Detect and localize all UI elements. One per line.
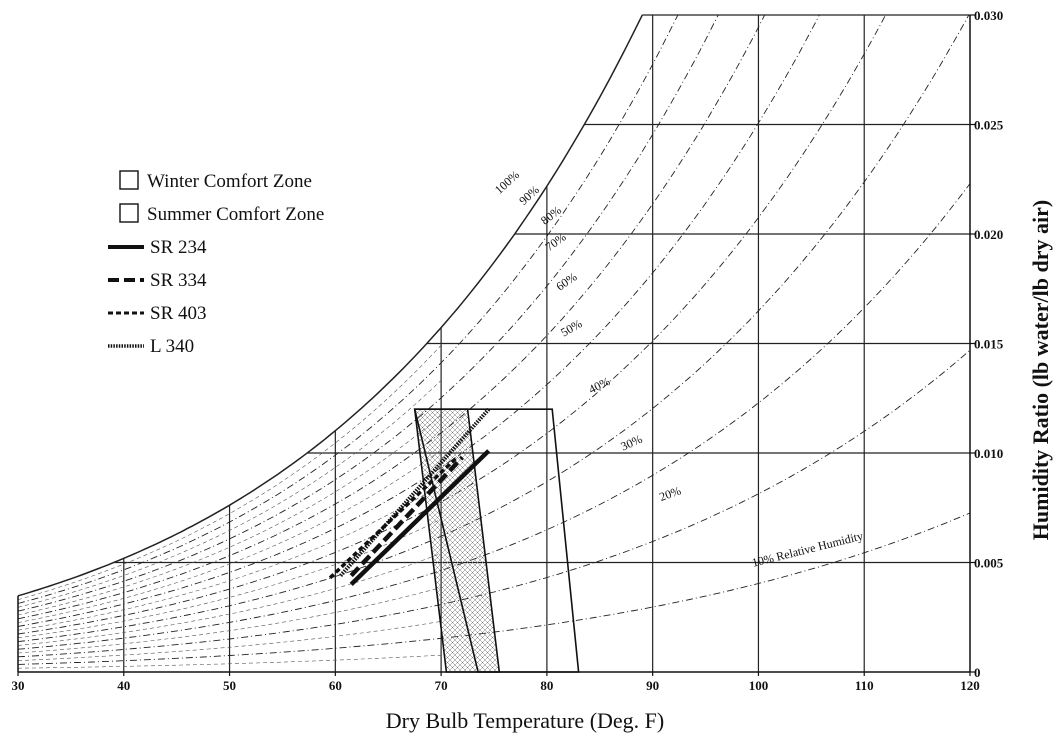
rh-label-20: 20%	[657, 483, 682, 504]
rh-label-10: 10% Relative Humidity	[750, 529, 864, 570]
rh-label-100: 100%	[492, 168, 522, 197]
rh-curve-100	[17, 14, 643, 597]
x-tick-label: 100	[749, 678, 769, 693]
data-series	[328, 407, 491, 587]
legend: Winter Comfort Zone Summer Comfort Zone SR…	[108, 170, 324, 357]
series-line-sr-403	[328, 456, 459, 580]
x-tick-label: 40	[117, 678, 130, 693]
y-tick-label: 0.005	[974, 556, 1004, 571]
series-line-sr-334	[349, 455, 464, 578]
y-tick-label: 0.025	[974, 118, 1004, 133]
rh-minor-curve	[18, 380, 442, 608]
rh-minor-curve	[18, 654, 442, 669]
rh-curve-60	[17, 14, 820, 627]
rh-minor-curve	[18, 587, 442, 654]
comfort-zones	[413, 408, 580, 673]
rh-curve-40	[17, 14, 970, 643]
rh-curve-90	[17, 14, 679, 604]
legend-label-series: SR 234	[150, 237, 207, 258]
winter-comfort-zone	[413, 408, 501, 673]
rh-label-80: 80%	[538, 203, 564, 228]
rh-label-50: 50%	[558, 316, 584, 339]
y-axis-title: Humidity Ratio (lb water/lb dry air)	[1028, 200, 1053, 540]
rh-minor-curve	[18, 518, 442, 639]
rh-label-30: 30%	[619, 432, 645, 454]
x-tick-label: 60	[329, 678, 342, 693]
rh-label-40: 40%	[586, 374, 612, 396]
x-axis-title: Dry Bulb Temperature (Deg. F)	[386, 708, 664, 733]
rh-minor-curve	[18, 484, 442, 631]
x-tick-label: 80	[540, 678, 553, 693]
rh-minor-curve	[18, 344, 442, 600]
rh-minor-curve	[18, 415, 442, 616]
legend-label-zone: Winter Comfort Zone	[147, 171, 312, 192]
x-tick-label: 50	[223, 678, 236, 693]
rh-minor-curve	[18, 553, 442, 646]
series-line-sr-234	[349, 449, 491, 587]
legend-swatch-zone	[119, 170, 139, 190]
rh-minor-curve	[18, 621, 442, 661]
y-tick-label: 0	[974, 665, 981, 680]
series-line-l-340	[339, 407, 491, 577]
rh-curve-80	[17, 14, 719, 612]
rh-curve-20	[17, 349, 971, 658]
legend-swatch-zone	[119, 203, 139, 223]
y-tick-label: 0.015	[974, 337, 1004, 352]
rh-curve-30	[17, 183, 971, 650]
y-tick-label: 0.020	[974, 227, 1003, 242]
legend-label-series: L 340	[150, 336, 194, 357]
gridlines	[113, 14, 970, 672]
rh-minor-curve	[18, 449, 442, 623]
x-tick-label: 70	[435, 678, 448, 693]
y-tick-label: 0.010	[974, 446, 1003, 461]
x-tick-label: 120	[960, 678, 980, 693]
rh-label-90: 90%	[516, 183, 542, 208]
x-tick-label: 30	[12, 678, 25, 693]
rh-curve-70	[17, 14, 766, 620]
legend-label-series: SR 334	[150, 270, 207, 291]
legend-label-series: SR 403	[150, 303, 207, 324]
x-tick-label: 110	[855, 678, 874, 693]
x-tick-label: 90	[646, 678, 659, 693]
y-tick-label: 0.030	[974, 8, 1003, 23]
legend-label-zone: Summer Comfort Zone	[147, 204, 324, 225]
